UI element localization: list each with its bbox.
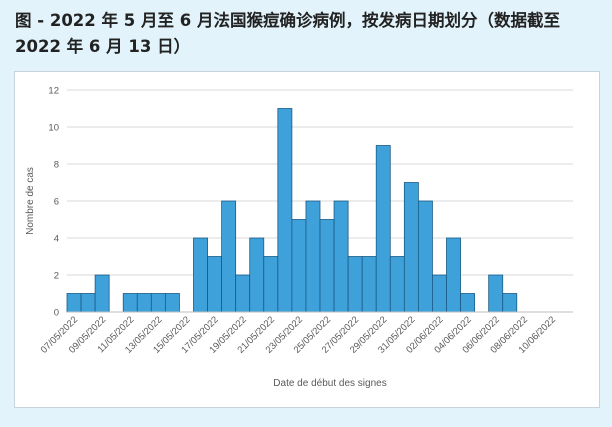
y-tick-label: 10 — [48, 123, 59, 134]
y-tick-label: 8 — [54, 160, 59, 171]
y-tick-label: 12 — [48, 86, 59, 97]
y-tick-label: 2 — [54, 271, 59, 282]
bar — [164, 293, 180, 313]
bar — [136, 293, 152, 313]
bar — [347, 256, 363, 313]
page-title: 图 - 2022 年 5 月至 6 月法国猴痘确诊病例，按发病日期划分（数据截至… — [15, 11, 560, 56]
bar — [291, 219, 307, 313]
bar — [249, 237, 265, 313]
bar — [488, 274, 504, 313]
bar — [502, 293, 518, 313]
bar — [460, 293, 476, 313]
bar — [235, 274, 251, 313]
bar — [263, 256, 279, 313]
bar — [375, 145, 391, 313]
bar — [207, 256, 223, 313]
monkeypox-cases-bar-chart: 02468101207/05/202209/05/202211/05/20221… — [25, 86, 573, 389]
bar — [432, 274, 447, 313]
bar — [305, 200, 321, 313]
y-tick-label: 6 — [54, 197, 59, 208]
bar — [389, 256, 405, 313]
bar — [403, 182, 419, 313]
x-axis-title: Date de début des signes — [273, 378, 386, 389]
bar — [150, 293, 166, 313]
bar — [361, 256, 377, 313]
bar — [446, 237, 461, 313]
bar — [277, 108, 293, 313]
bar — [417, 200, 433, 313]
bar — [333, 200, 349, 313]
y-tick-label: 4 — [54, 234, 59, 245]
chart-panel: 0 2 4 6 8 10 12 07/05/2022 09/05/2022 11/05/2022 1… — [14, 71, 600, 408]
y-tick-label: 0 — [54, 308, 59, 319]
bar — [319, 219, 335, 313]
bar — [80, 293, 96, 313]
bar — [193, 237, 208, 313]
bar — [221, 200, 237, 313]
bar — [66, 293, 82, 313]
y-axis-title: Nombre de cas — [25, 167, 36, 235]
bar — [122, 293, 138, 313]
bar — [94, 274, 110, 313]
